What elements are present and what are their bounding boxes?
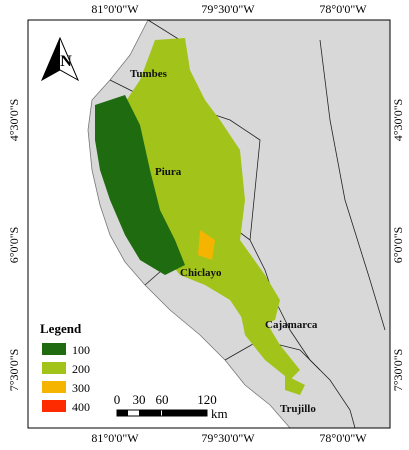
left-coordinate: 7°30'0"S	[7, 349, 21, 392]
legend-swatch	[42, 400, 66, 412]
legend-label: 100	[72, 343, 90, 357]
region-label: Piura	[155, 166, 182, 178]
legend-label: 300	[72, 381, 90, 395]
scale-bar: 0 30 60 120 km	[114, 392, 228, 421]
right-coordinate: 7°30'0"S	[391, 349, 405, 392]
right-coordinate: 4°30'0"S	[391, 99, 405, 142]
legend-swatch	[42, 381, 66, 393]
legend-swatch	[42, 362, 66, 374]
bottom-coordinate: 79°30'0"W	[201, 431, 255, 445]
map-frame	[27, 19, 391, 429]
scale-segment	[162, 410, 207, 416]
vegetation-200	[120, 38, 280, 330]
scale-label: 120	[197, 392, 217, 407]
legend-items: 100 200 300 400	[42, 343, 90, 414]
left-coordinate: 6°0'0"S	[7, 227, 21, 264]
legend-swatch	[42, 343, 66, 355]
legend-label: 400	[72, 400, 90, 414]
legend-label: 200	[72, 362, 90, 376]
scale-labels: 0 30 60 120	[114, 392, 217, 407]
region-label: Trujillo	[280, 403, 316, 415]
north-label: N	[60, 53, 72, 70]
scale-label: 60	[156, 392, 169, 407]
scale-segment	[117, 410, 128, 416]
top-coordinate: 79°30'0"W	[201, 2, 255, 16]
scale-segment	[139, 410, 161, 416]
vegetation-300	[198, 230, 215, 260]
right-coordinate: 6°0'0"S	[391, 227, 405, 264]
legend: Legend 100 200 300 400	[40, 321, 90, 414]
top-coordinate: 81°0'0"W	[91, 2, 139, 16]
north-arrow: N	[40, 36, 80, 82]
scale-unit: km	[211, 406, 228, 421]
vegetation-100	[95, 95, 185, 275]
region-label: Cajamarca	[265, 319, 318, 331]
bottom-coordinate: 81°0'0"W	[91, 431, 139, 445]
top-coordinate: 78°0'0"W	[319, 2, 367, 16]
legend-title: Legend	[40, 321, 82, 336]
coordinate-labels: 81°0'0"W 79°30'0"W 78°0'0"W 81°0'0"W 79°30'0…	[7, 2, 405, 445]
left-coordinate: 4°30'0"S	[7, 99, 21, 142]
region-label: Chiclayo	[180, 267, 222, 279]
region-labels: Tumbes Piura Chiclayo Cajamarca Trujillo	[130, 68, 318, 415]
region-boundary	[319, 39, 386, 331]
region-label: Tumbes	[130, 68, 168, 80]
bottom-coordinate: 78°0'0"W	[319, 431, 367, 445]
scale-label: 0	[114, 392, 121, 407]
scale-label: 30	[133, 392, 146, 407]
vegetation-200	[285, 375, 305, 395]
arrow-half	[42, 38, 60, 80]
vegetation-200	[240, 310, 300, 380]
